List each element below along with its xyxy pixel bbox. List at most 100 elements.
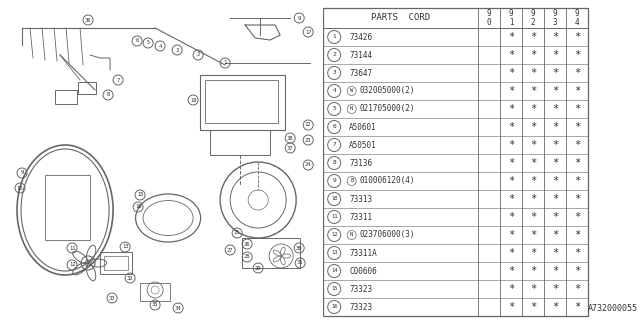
Text: *: * (508, 194, 514, 204)
Text: *: * (530, 140, 536, 150)
Text: 22: 22 (305, 123, 312, 127)
Text: *: * (552, 104, 558, 114)
Text: 7: 7 (332, 142, 336, 148)
Text: *: * (530, 212, 536, 222)
Text: 9: 9 (298, 15, 301, 20)
Text: *: * (552, 86, 558, 96)
Text: 1: 1 (332, 35, 336, 39)
Bar (104, 256, 128, 270)
Text: 1: 1 (223, 60, 227, 66)
Text: *: * (552, 158, 558, 168)
Text: *: * (530, 176, 536, 186)
Text: 73311: 73311 (349, 212, 372, 221)
Text: 73323: 73323 (349, 284, 372, 293)
Bar (205, 80, 278, 123)
Text: B: B (350, 179, 353, 183)
Text: 15: 15 (137, 193, 143, 197)
Text: N: N (350, 233, 353, 237)
Text: 6: 6 (136, 38, 139, 44)
Text: 73647: 73647 (349, 68, 372, 77)
Bar (100, 252, 132, 274)
Text: *: * (508, 104, 514, 114)
Text: 8: 8 (332, 161, 336, 165)
Text: *: * (530, 302, 536, 312)
Text: 73144: 73144 (349, 51, 372, 60)
Text: N: N (350, 107, 353, 111)
Text: *: * (530, 284, 536, 294)
Text: *: * (574, 176, 580, 186)
Text: *: * (574, 122, 580, 132)
Text: 021705000(2): 021705000(2) (360, 105, 415, 114)
Text: *: * (552, 302, 558, 312)
Text: 6: 6 (332, 124, 336, 130)
Text: 13: 13 (331, 251, 337, 255)
Text: *: * (552, 122, 558, 132)
Text: *: * (552, 32, 558, 42)
Text: *: * (552, 176, 558, 186)
Text: *: * (574, 284, 580, 294)
Text: 11: 11 (68, 245, 76, 251)
Bar (323, 8, 588, 316)
Text: *: * (508, 302, 514, 312)
Text: *: * (552, 194, 558, 204)
Text: 12: 12 (331, 233, 337, 237)
Text: 23: 23 (305, 138, 312, 142)
Text: 9: 9 (20, 171, 24, 175)
Text: *: * (530, 50, 536, 60)
Text: 73323: 73323 (349, 302, 372, 311)
Text: *: * (508, 86, 514, 96)
Text: PARTS  CORD: PARTS CORD (371, 13, 430, 22)
Text: *: * (530, 194, 536, 204)
Text: 5: 5 (332, 107, 336, 111)
Text: *: * (508, 68, 514, 78)
Text: 2: 2 (332, 52, 336, 58)
Text: 7: 7 (116, 77, 120, 83)
Text: *: * (508, 32, 514, 42)
Text: 11: 11 (331, 214, 337, 220)
Text: *: * (530, 230, 536, 240)
Text: 36: 36 (85, 18, 92, 22)
Text: 10: 10 (331, 196, 337, 202)
Text: 4: 4 (159, 44, 162, 49)
Text: 25: 25 (234, 230, 241, 236)
Bar (140, 283, 170, 301)
Text: *: * (574, 194, 580, 204)
Text: 0: 0 (487, 18, 492, 27)
Text: *: * (508, 158, 514, 168)
Text: 38: 38 (287, 135, 293, 140)
Text: 29: 29 (255, 266, 261, 270)
Text: *: * (574, 248, 580, 258)
Text: 37: 37 (287, 146, 293, 150)
Text: *: * (552, 230, 558, 240)
Text: *: * (530, 32, 536, 42)
Text: *: * (574, 212, 580, 222)
Text: 15: 15 (331, 286, 337, 292)
Text: 33: 33 (109, 295, 115, 300)
Text: 31: 31 (297, 260, 303, 266)
Text: *: * (574, 104, 580, 114)
Text: *: * (552, 68, 558, 78)
Bar (200, 75, 285, 130)
Text: *: * (530, 266, 536, 276)
Text: *: * (574, 140, 580, 150)
Text: *: * (552, 212, 558, 222)
Bar (78, 82, 96, 94)
Text: 9: 9 (575, 9, 579, 18)
Text: W: W (350, 89, 353, 93)
Bar (55, 90, 77, 104)
Text: 2: 2 (531, 18, 536, 27)
Text: *: * (530, 68, 536, 78)
Text: 73426: 73426 (349, 33, 372, 42)
Bar (210, 130, 270, 155)
Text: 12: 12 (68, 262, 76, 268)
Text: 3: 3 (175, 47, 179, 52)
Text: *: * (508, 50, 514, 60)
Text: 8: 8 (106, 92, 109, 98)
Text: C00606: C00606 (349, 267, 377, 276)
Text: 4: 4 (332, 89, 336, 93)
Text: 26: 26 (244, 242, 250, 246)
Text: *: * (508, 266, 514, 276)
Text: *: * (508, 284, 514, 294)
Text: *: * (530, 158, 536, 168)
Text: *: * (508, 248, 514, 258)
